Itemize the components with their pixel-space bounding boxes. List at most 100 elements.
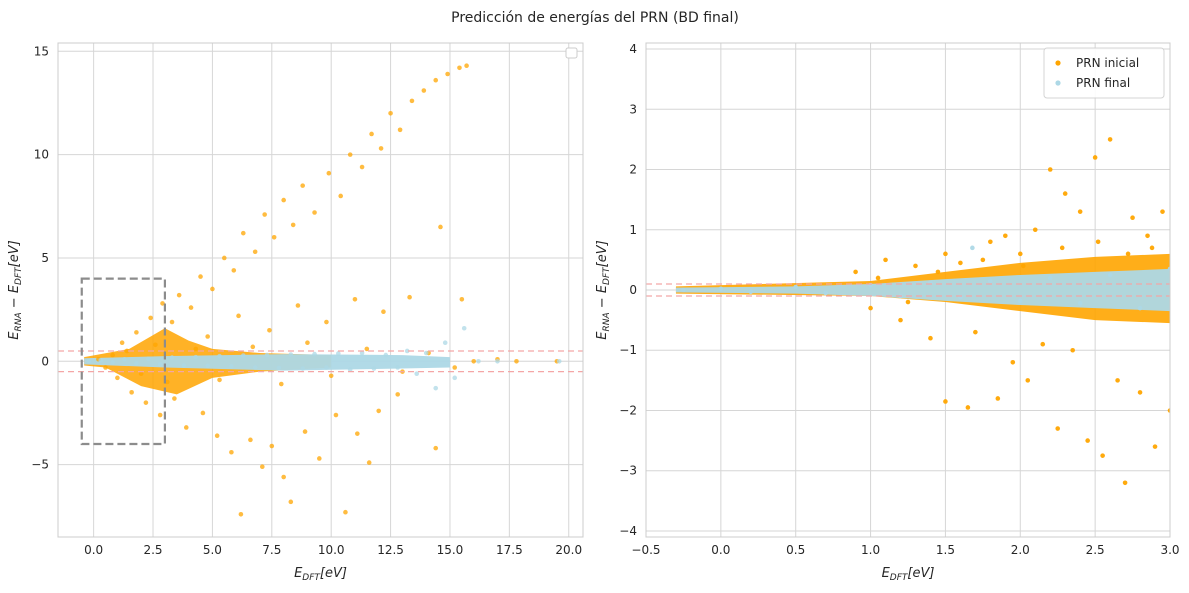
point-inicial bbox=[148, 315, 153, 321]
point-inicial bbox=[1040, 341, 1046, 347]
y-tick-label: 10 bbox=[34, 148, 49, 162]
points-layer bbox=[675, 137, 1170, 486]
point-inicial bbox=[290, 222, 296, 228]
point-inicial bbox=[366, 460, 372, 465]
point-inicial bbox=[1125, 251, 1131, 257]
point-inicial bbox=[1092, 155, 1098, 160]
x-tick-label: 2.5 bbox=[1086, 543, 1105, 557]
point-final bbox=[252, 365, 258, 370]
point-inicial bbox=[1152, 444, 1158, 449]
point-inicial bbox=[397, 127, 403, 133]
point-inicial bbox=[376, 408, 382, 414]
point-inicial bbox=[943, 251, 948, 257]
point-inicial bbox=[110, 352, 115, 358]
point-inicial bbox=[471, 359, 477, 364]
y-tick-label: 4 bbox=[629, 42, 637, 56]
point-inicial bbox=[352, 297, 358, 302]
point-inicial bbox=[943, 399, 948, 404]
x-tick-label: 3.0 bbox=[1160, 543, 1179, 557]
point-inicial bbox=[295, 303, 301, 308]
point-inicial bbox=[1167, 408, 1170, 413]
point-final bbox=[383, 352, 389, 358]
point-inicial bbox=[359, 164, 365, 170]
plot-frame bbox=[645, 42, 1171, 538]
y-tick-label: −1 bbox=[619, 343, 637, 357]
point-final bbox=[793, 284, 799, 290]
x-tick-label: 1.5 bbox=[936, 543, 955, 557]
point-final bbox=[205, 363, 210, 369]
points-layer bbox=[84, 63, 562, 517]
point-inicial bbox=[988, 239, 993, 245]
legend-box bbox=[1043, 47, 1165, 99]
point-inicial bbox=[305, 340, 310, 346]
point-inicial bbox=[1115, 378, 1120, 383]
point-inicial bbox=[1095, 239, 1101, 245]
point-final bbox=[748, 289, 754, 295]
x-tick-label: 2.5 bbox=[143, 543, 162, 557]
point-inicial bbox=[221, 255, 227, 261]
point-inicial bbox=[248, 437, 253, 443]
point-final bbox=[423, 350, 429, 356]
point-final bbox=[414, 371, 420, 377]
point-inicial bbox=[347, 152, 353, 157]
point-inicial bbox=[317, 456, 322, 461]
point-inicial bbox=[262, 212, 267, 217]
x-tick-label: 0.0 bbox=[711, 543, 730, 557]
point-final bbox=[193, 354, 199, 360]
point-inicial bbox=[1077, 209, 1083, 214]
point-final bbox=[312, 351, 317, 357]
point-inicial bbox=[388, 110, 393, 116]
point-inicial bbox=[312, 210, 317, 215]
point-final bbox=[145, 356, 151, 362]
point-inicial bbox=[210, 286, 215, 292]
point-final bbox=[336, 351, 341, 356]
point-inicial bbox=[1137, 390, 1143, 395]
right-chart: −0.5 0.0 0.5 1.0 1.5 2.0 2.5 3.0 −4 −3 −2 −1 0 1 2 3 4 ED… bbox=[595, 42, 1180, 583]
point-inicial bbox=[378, 146, 384, 151]
point-inicial bbox=[164, 379, 170, 385]
point-inicial bbox=[935, 269, 941, 275]
point-inicial bbox=[853, 269, 858, 275]
y-axis-label: ERNA − EDFT[eV] bbox=[595, 240, 612, 339]
point-inicial bbox=[898, 317, 903, 323]
point-final bbox=[276, 365, 282, 371]
point-inicial bbox=[1149, 245, 1155, 251]
x-tick-label: 20.0 bbox=[555, 543, 582, 557]
legend-label-final: PRN final bbox=[1076, 76, 1130, 90]
y-tick-label: 3 bbox=[629, 102, 637, 116]
point-inicial bbox=[883, 257, 888, 263]
point-inicial bbox=[1145, 233, 1150, 239]
point-inicial bbox=[1085, 438, 1090, 443]
point-inicial bbox=[338, 193, 343, 199]
point-inicial bbox=[236, 313, 241, 319]
point-inicial bbox=[134, 330, 139, 335]
legend-marker-inicial bbox=[1055, 60, 1061, 66]
point-inicial bbox=[1100, 453, 1105, 458]
x-tick-label: 7.5 bbox=[262, 543, 281, 557]
x-axis-label: EDFT[eV] bbox=[882, 566, 935, 583]
x-tick-label: 17.5 bbox=[496, 543, 523, 557]
point-inicial bbox=[1047, 167, 1053, 172]
point-final bbox=[240, 353, 246, 358]
legend-box bbox=[565, 47, 578, 59]
point-inicial bbox=[271, 234, 277, 240]
point-inicial bbox=[324, 319, 329, 325]
point-inicial bbox=[409, 98, 415, 104]
point-inicial bbox=[200, 410, 206, 416]
point-inicial bbox=[364, 346, 370, 352]
point-inicial bbox=[269, 443, 275, 449]
point-inicial bbox=[267, 328, 272, 333]
point-inicial bbox=[1062, 191, 1068, 196]
point-inicial bbox=[124, 348, 130, 354]
y-tick-label: 0 bbox=[629, 283, 637, 297]
point-final bbox=[122, 356, 127, 362]
point-inicial bbox=[973, 329, 978, 335]
point-inicial bbox=[868, 305, 873, 311]
point-inicial bbox=[231, 268, 237, 273]
point-inicial bbox=[1107, 137, 1113, 142]
point-inicial bbox=[240, 230, 246, 236]
point-final bbox=[1017, 298, 1023, 304]
point-final bbox=[1077, 300, 1083, 306]
point-inicial bbox=[875, 275, 881, 281]
point-inicial bbox=[214, 433, 220, 439]
